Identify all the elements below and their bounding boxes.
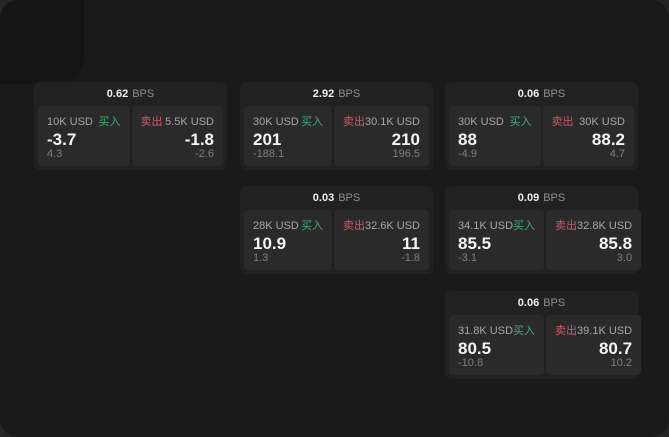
- sell-price: -1.8: [184, 129, 214, 149]
- buy-tile[interactable]: 10K USD 买入 -3.7 4.3: [38, 106, 130, 166]
- quote-card-4: 0.03 BPS 28K USD 买入 10.9 1.3 卖出 32.6K USD…: [240, 186, 433, 274]
- buy-amount: 30K USD: [458, 116, 504, 128]
- buy-price: 85.5: [458, 233, 492, 253]
- buy-amount: 10K USD: [47, 116, 93, 128]
- buy-button[interactable]: 买入: [98, 116, 121, 128]
- buy-amount: 31.8K USD: [458, 325, 514, 337]
- spread-unit: BPS: [338, 192, 361, 204]
- spread-header: 2.92 BPS: [240, 82, 433, 106]
- spread-value: 2.92: [312, 88, 335, 100]
- buy-button[interactable]: 买入: [300, 220, 323, 232]
- spread-value: 0.06: [517, 297, 540, 309]
- buy-button[interactable]: 买入: [509, 116, 532, 128]
- quote-card-1: 0.62 BPS 10K USD 买入 -3.7 4.3 卖出 5.5K USD …: [34, 82, 227, 170]
- buy-tile[interactable]: 28K USD 买入 10.9 1.3: [244, 210, 332, 270]
- buy-price: 10.9: [253, 233, 287, 253]
- buy-button[interactable]: 买入: [300, 116, 323, 128]
- spread-value: 0.09: [517, 192, 540, 204]
- quote-card-6: 0.06 BPS 31.8K USD 买入 80.5 -10.8 卖出 39.1K…: [445, 291, 642, 379]
- sell-price: 88.2: [591, 129, 625, 149]
- spread-value: 0.62: [106, 88, 129, 100]
- sell-button[interactable]: 卖出: [555, 325, 578, 337]
- sell-tile[interactable]: 卖出 39.1K USD 80.7 10.2: [546, 315, 642, 375]
- spread-unit: BPS: [543, 192, 566, 204]
- spread-unit: BPS: [132, 88, 155, 100]
- sell-button[interactable]: 卖出: [342, 220, 365, 232]
- buy-sub-value: 1.3: [253, 252, 269, 264]
- sell-tile[interactable]: 卖出 5.5K USD -1.8 -2.6: [131, 106, 223, 166]
- spread-unit: BPS: [543, 297, 566, 309]
- sell-price: 11: [402, 233, 420, 253]
- sell-sub-value: 10.2: [610, 357, 633, 369]
- sell-tile[interactable]: 卖出 32.6K USD 11 -1.8: [333, 210, 429, 270]
- sell-tile[interactable]: 卖出 30K USD 88.2 4.7: [542, 106, 634, 166]
- buy-price: 201: [253, 129, 282, 149]
- sell-button[interactable]: 卖出: [140, 116, 163, 128]
- spread-header: 0.06 BPS: [445, 291, 638, 315]
- spread-header: 0.62 BPS: [34, 82, 227, 106]
- buy-sub-value: -3.1: [458, 252, 477, 264]
- spread-header: 0.09 BPS: [445, 186, 638, 210]
- sell-tile[interactable]: 卖出 30.1K USD 210 196.5: [333, 106, 429, 166]
- spread-unit: BPS: [338, 88, 361, 100]
- sell-amount: 30K USD: [579, 116, 625, 128]
- buy-button[interactable]: 买入: [513, 325, 536, 337]
- sell-amount: 39.1K USD: [577, 325, 633, 337]
- buy-sub-value: -10.8: [458, 357, 484, 369]
- quote-card-2: 2.92 BPS 30K USD 买入 201 -188.1 卖出 30.1K U…: [240, 82, 433, 170]
- buy-tile[interactable]: 31.8K USD 买入 80.5 -10.8: [449, 315, 545, 375]
- sell-sub-value: 4.7: [609, 148, 625, 160]
- buy-button[interactable]: 买入: [513, 220, 536, 232]
- sell-amount: 32.6K USD: [364, 220, 420, 232]
- buy-sub-value: -4.9: [458, 148, 477, 160]
- buy-tile[interactable]: 30K USD 买入 88 -4.9: [449, 106, 541, 166]
- buy-amount: 28K USD: [253, 220, 299, 232]
- buy-price: 80.5: [458, 338, 492, 358]
- buy-tile[interactable]: 34.1K USD 买入 85.5 -3.1: [449, 210, 545, 270]
- spread-value: 0.03: [312, 192, 335, 204]
- sell-sub-value: -2.6: [195, 148, 214, 160]
- sell-sub-value: -1.8: [401, 252, 420, 264]
- sell-button[interactable]: 卖出: [555, 220, 578, 232]
- corner-overlay: [0, 0, 84, 84]
- sell-button[interactable]: 卖出: [342, 116, 365, 128]
- quote-card-5: 0.09 BPS 34.1K USD 买入 85.5 -3.1 卖出 32.8K …: [445, 186, 642, 274]
- sell-amount: 5.5K USD: [165, 116, 214, 128]
- spread-header: 0.03 BPS: [240, 186, 433, 210]
- buy-sub-value: -188.1: [253, 148, 285, 160]
- buy-amount: 34.1K USD: [458, 220, 514, 232]
- buy-price: 88: [458, 129, 477, 149]
- sell-price: 85.8: [598, 233, 633, 253]
- spread-value: 0.06: [517, 88, 540, 100]
- buy-sub-value: 4.3: [47, 148, 63, 160]
- sell-price: 80.7: [598, 338, 633, 358]
- sell-sub-value: 3.0: [616, 252, 633, 264]
- sell-price: 210: [391, 129, 420, 149]
- sell-amount: 32.8K USD: [577, 220, 633, 232]
- spread-header: 0.06 BPS: [445, 82, 638, 106]
- spread-unit: BPS: [543, 88, 566, 100]
- sell-tile[interactable]: 卖出 32.8K USD 85.8 3.0: [546, 210, 642, 270]
- quote-card-3: 0.06 BPS 30K USD 买入 88 -4.9 卖出 30K USD 88…: [445, 82, 638, 170]
- buy-price: -3.7: [47, 129, 77, 149]
- buy-amount: 30K USD: [253, 116, 299, 128]
- sell-amount: 30.1K USD: [364, 116, 420, 128]
- sell-button[interactable]: 卖出: [551, 116, 574, 128]
- sell-sub-value: 196.5: [392, 148, 420, 160]
- buy-tile[interactable]: 30K USD 买入 201 -188.1: [244, 106, 332, 166]
